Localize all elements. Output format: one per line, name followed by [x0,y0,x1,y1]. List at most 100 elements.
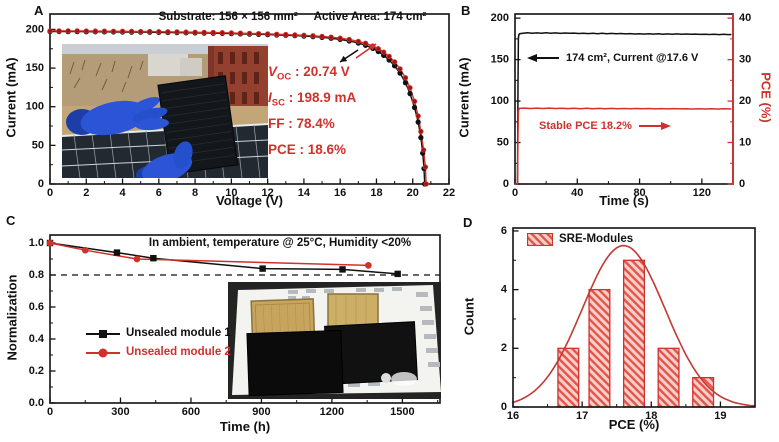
black-module-left [246,329,344,397]
svg-text:16: 16 [334,187,346,199]
panel-a-xaxis-title: Voltage (V) [216,193,283,208]
panel-c-legend: Unsealed module 1 Unsealed module 2 [86,324,231,362]
inset-photo-module-held-outdoors [62,44,268,178]
svg-text:10: 10 [225,187,237,199]
svg-text:120: 120 [693,187,711,199]
svg-text:900: 900 [252,406,270,418]
panel-a-yaxis-title: Current (mA) [3,57,19,138]
svg-text:6: 6 [156,187,162,199]
metric-ff: FF : 78.4% [268,116,335,131]
svg-text:16: 16 [507,410,519,422]
svg-text:4: 4 [119,187,126,199]
legend-swatch-black-square [86,329,120,338]
stable-pce-annotation: Stable PCE 18.2% [539,120,632,132]
left-arrow-icon [527,54,559,63]
metric-pce: PCE : 18.6% [268,142,347,157]
svg-text:0.2: 0.2 [29,365,44,377]
panel-d-xaxis-title: PCE (%) [608,417,660,432]
stabilized-output-chart: 0 40 80 120 0 50 100 150 200 0 10 20 30 40 [491,12,752,199]
panel-d-legend: SRE-Modules [527,233,633,247]
panel-c-yaxis-title: Normalization [4,274,20,361]
svg-text:0.8: 0.8 [29,269,44,281]
svg-text:100: 100 [26,101,44,113]
jv-curve-chart: 0 2 4 6 8 10 12 14 16 18 20 22 0 50 100 150 200 [26,13,455,199]
panel-b-yaxis-right-title: PCE (%) [758,72,774,123]
panel-a-jv-curve: 0 2 4 6 8 10 12 14 16 18 20 22 0 50 100 150 200 [0,0,455,212]
svg-text:30: 30 [739,54,751,66]
svg-text:0: 0 [503,178,509,190]
svg-text:0.0: 0.0 [29,397,44,409]
panel-b-label: B [461,3,471,18]
svg-text:0: 0 [47,406,53,418]
pce-histogram-chart: 16 17 18 19 0 2 4 6 [501,225,756,422]
svg-text:17: 17 [576,410,588,422]
substrate-annotation: Substrate: 156 × 156 mm² [158,11,298,23]
stability-chart: 0 300 600 900 1200 1500 0.0 0.2 0.4 0.6 0.8 1.0 [29,234,441,418]
svg-text:0: 0 [501,401,507,413]
svg-text:80: 80 [633,187,645,199]
blue-glove-bottom [136,141,193,178]
panel-c-label: C [6,213,16,228]
svg-text:40: 40 [571,187,583,199]
white-building [148,54,188,76]
panel-b-xaxis-title: Time (s) [599,193,649,208]
panel-d-pce-histogram: 16 17 18 19 0 2 4 6 D SRE-Modules PCE (%) Count [455,212,779,442]
right-arrow-icon [638,122,671,131]
svg-text:22: 22 [443,187,455,199]
metric-voc: VOC : 20.74 V [268,64,350,83]
panel-c-stability: 0 300 600 900 1200 1500 0.0 0.2 0.4 0.6 0.8 1.0 [0,212,455,442]
svg-text:2: 2 [501,342,507,354]
svg-text:0: 0 [739,178,745,190]
panel-d-label: D [463,215,473,230]
svg-text:20: 20 [407,187,419,199]
svg-text:0.6: 0.6 [29,301,44,313]
svg-text:300: 300 [111,406,129,418]
current-annotation: 174 cm², Current @17.6 V [566,52,699,64]
svg-text:150: 150 [26,62,44,74]
legend-swatch-hatched [527,233,553,247]
legend-swatch-red-circle [86,348,120,357]
ambient-conditions-annotation: In ambient, temperature @ 25°C, Humidity… [148,237,412,249]
svg-text:2: 2 [83,187,89,199]
svg-text:600: 600 [182,406,200,418]
panel-c-xaxis-title: Time (h) [219,419,271,434]
svg-text:8: 8 [192,187,198,199]
svg-text:1500: 1500 [390,406,414,418]
svg-text:18: 18 [370,187,382,199]
active-area-annotation: Active Area: 174 cm² [313,11,427,23]
panel-d-yaxis-title: Count [461,297,477,336]
svg-text:20: 20 [739,95,751,107]
svg-text:18: 18 [645,410,657,422]
svg-text:0: 0 [512,187,518,199]
svg-text:0: 0 [47,187,53,199]
panel-b-yaxis-left-title: Current (mA) [456,57,472,138]
svg-text:0.4: 0.4 [29,333,45,345]
inset-photo-unsealed-modules [228,282,441,399]
svg-text:4: 4 [501,284,508,296]
blue-glove-left [66,96,169,136]
legend-unsealed-module-1: Unsealed module 1 [86,324,231,343]
metric-isc: ISC : 198.9 mA [268,90,357,109]
panel-a-label: A [34,3,44,18]
svg-text:200: 200 [491,12,509,24]
panel-b-stabilized-output: 0 40 80 120 0 50 100 150 200 0 10 20 30 40 B 174 cm²,… [455,0,779,212]
svg-text:0: 0 [38,178,44,190]
svg-text:10: 10 [739,136,751,148]
svg-text:1200: 1200 [320,406,344,418]
svg-text:200: 200 [26,23,44,35]
svg-text:19: 19 [714,410,726,422]
svg-text:50: 50 [497,136,509,148]
svg-text:14: 14 [298,187,311,199]
svg-text:6: 6 [501,225,507,237]
svg-text:150: 150 [491,54,509,66]
hillside-trees [69,59,144,93]
svg-text:100: 100 [491,95,509,107]
svg-text:40: 40 [739,12,751,24]
glare-spot [391,372,417,386]
svg-text:50: 50 [32,139,44,151]
legend-unsealed-module-2: Unsealed module 2 [86,343,231,362]
jv-metrics-block: VOC : 20.74 V ISC : 198.9 mA FF : 78.4% … [268,64,356,168]
svg-text:12: 12 [262,187,274,199]
svg-text:1.0: 1.0 [29,237,44,249]
